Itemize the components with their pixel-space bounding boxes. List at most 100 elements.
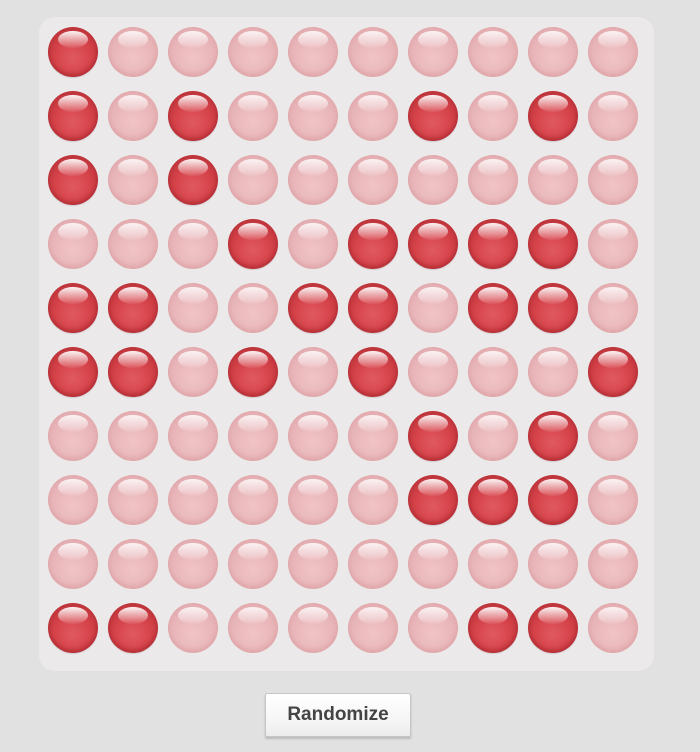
ball-r9-c2[interactable] (108, 539, 158, 589)
ball-r7-c4[interactable] (228, 411, 278, 461)
ball-r10-c4[interactable] (228, 603, 278, 653)
ball-r10-c1[interactable] (48, 603, 98, 653)
ball-r1-c1[interactable] (48, 27, 98, 77)
ball-r6-c2[interactable] (108, 347, 158, 397)
ball-r1-c7[interactable] (408, 27, 458, 77)
ball-r9-c9[interactable] (528, 539, 578, 589)
ball-r9-c4[interactable] (228, 539, 278, 589)
ball-r4-c5[interactable] (288, 219, 338, 269)
ball-r4-c3[interactable] (168, 219, 218, 269)
ball-r3-c1[interactable] (48, 155, 98, 205)
ball-r5-c10[interactable] (588, 283, 638, 333)
ball-r1-c3[interactable] (168, 27, 218, 77)
ball-r9-c8[interactable] (468, 539, 518, 589)
ball-r10-c5[interactable] (288, 603, 338, 653)
ball-r6-c9[interactable] (528, 347, 578, 397)
ball-r6-c4[interactable] (228, 347, 278, 397)
ball-r6-c1[interactable] (48, 347, 98, 397)
ball-r2-c3[interactable] (168, 91, 218, 141)
ball-r4-c8[interactable] (468, 219, 518, 269)
ball-r3-c10[interactable] (588, 155, 638, 205)
ball-r8-c9[interactable] (528, 475, 578, 525)
ball-r7-c2[interactable] (108, 411, 158, 461)
ball-r2-c2[interactable] (108, 91, 158, 141)
ball-r10-c10[interactable] (588, 603, 638, 653)
ball-r8-c7[interactable] (408, 475, 458, 525)
ball-r5-c1[interactable] (48, 283, 98, 333)
ball-r8-c8[interactable] (468, 475, 518, 525)
ball-r3-c6[interactable] (348, 155, 398, 205)
ball-r7-c7[interactable] (408, 411, 458, 461)
ball-r9-c10[interactable] (588, 539, 638, 589)
ball-r2-c9[interactable] (528, 91, 578, 141)
ball-r3-c4[interactable] (228, 155, 278, 205)
ball-r5-c4[interactable] (228, 283, 278, 333)
ball-r4-c4[interactable] (228, 219, 278, 269)
ball-r3-c3[interactable] (168, 155, 218, 205)
ball-r7-c10[interactable] (588, 411, 638, 461)
ball-r3-c5[interactable] (288, 155, 338, 205)
ball-r7-c3[interactable] (168, 411, 218, 461)
ball-r10-c6[interactable] (348, 603, 398, 653)
ball-r5-c2[interactable] (108, 283, 158, 333)
ball-r2-c7[interactable] (408, 91, 458, 141)
ball-r6-c3[interactable] (168, 347, 218, 397)
ball-r2-c6[interactable] (348, 91, 398, 141)
ball-r3-c9[interactable] (528, 155, 578, 205)
ball-r2-c10[interactable] (588, 91, 638, 141)
ball-r7-c8[interactable] (468, 411, 518, 461)
ball-r8-c4[interactable] (228, 475, 278, 525)
ball-r5-c9[interactable] (528, 283, 578, 333)
ball-r2-c4[interactable] (228, 91, 278, 141)
ball-r10-c9[interactable] (528, 603, 578, 653)
ball-r4-c6[interactable] (348, 219, 398, 269)
ball-r2-c1[interactable] (48, 91, 98, 141)
ball-r8-c6[interactable] (348, 475, 398, 525)
ball-r8-c3[interactable] (168, 475, 218, 525)
ball-r6-c8[interactable] (468, 347, 518, 397)
randomize-button[interactable]: Randomize (265, 693, 411, 737)
ball-r9-c6[interactable] (348, 539, 398, 589)
ball-r2-c5[interactable] (288, 91, 338, 141)
ball-r9-c5[interactable] (288, 539, 338, 589)
ball-r1-c6[interactable] (348, 27, 398, 77)
ball-r8-c10[interactable] (588, 475, 638, 525)
ball-r4-c2[interactable] (108, 219, 158, 269)
ball-r7-c1[interactable] (48, 411, 98, 461)
ball-r4-c7[interactable] (408, 219, 458, 269)
ball-r1-c9[interactable] (528, 27, 578, 77)
ball-r5-c6[interactable] (348, 283, 398, 333)
ball-r3-c2[interactable] (108, 155, 158, 205)
ball-r1-c8[interactable] (468, 27, 518, 77)
ball-r3-c7[interactable] (408, 155, 458, 205)
ball-r6-c5[interactable] (288, 347, 338, 397)
ball-r7-c9[interactable] (528, 411, 578, 461)
ball-r8-c1[interactable] (48, 475, 98, 525)
ball-r10-c8[interactable] (468, 603, 518, 653)
ball-r7-c5[interactable] (288, 411, 338, 461)
ball-r1-c5[interactable] (288, 27, 338, 77)
ball-r1-c2[interactable] (108, 27, 158, 77)
ball-r5-c7[interactable] (408, 283, 458, 333)
ball-r6-c10[interactable] (588, 347, 638, 397)
ball-r4-c10[interactable] (588, 219, 638, 269)
ball-r6-c7[interactable] (408, 347, 458, 397)
ball-r4-c1[interactable] (48, 219, 98, 269)
ball-r9-c1[interactable] (48, 539, 98, 589)
ball-r10-c2[interactable] (108, 603, 158, 653)
ball-r9-c3[interactable] (168, 539, 218, 589)
ball-r4-c9[interactable] (528, 219, 578, 269)
ball-r1-c4[interactable] (228, 27, 278, 77)
ball-r2-c8[interactable] (468, 91, 518, 141)
ball-r1-c10[interactable] (588, 27, 638, 77)
ball-r8-c5[interactable] (288, 475, 338, 525)
ball-r7-c6[interactable] (348, 411, 398, 461)
ball-r8-c2[interactable] (108, 475, 158, 525)
ball-r3-c8[interactable] (468, 155, 518, 205)
ball-r5-c8[interactable] (468, 283, 518, 333)
ball-r5-c3[interactable] (168, 283, 218, 333)
ball-r9-c7[interactable] (408, 539, 458, 589)
ball-r10-c3[interactable] (168, 603, 218, 653)
ball-r5-c5[interactable] (288, 283, 338, 333)
ball-r6-c6[interactable] (348, 347, 398, 397)
